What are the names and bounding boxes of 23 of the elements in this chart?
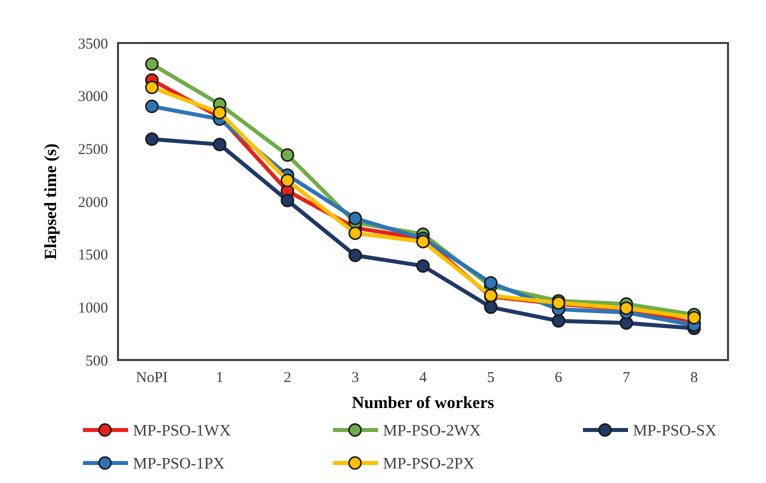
x-tick-label: 3 <box>351 370 359 386</box>
x-tick-label: 5 <box>487 370 495 386</box>
x-tick-label: 4 <box>419 370 428 386</box>
x-tick-label: 1 <box>216 370 224 386</box>
y-axis-title: Elapsed time (s) <box>41 143 60 260</box>
x-tick-label: 6 <box>554 370 563 386</box>
x-tick-label: 7 <box>622 370 631 386</box>
legend-label: MP-PSO-1PX <box>133 456 226 473</box>
y-tick-label: 500 <box>86 353 108 370</box>
y-tick-label: 2500 <box>78 142 108 158</box>
legend-label: MP-PSO-2WX <box>383 422 482 440</box>
legend-label: MP-PSO-2PX <box>383 456 476 473</box>
y-tick-label: 2000 <box>78 194 108 211</box>
y-tick-label: 1500 <box>78 248 108 264</box>
x-axis-title: Number of workers <box>352 393 495 412</box>
legend-label: MP-PSO-1WX <box>133 422 232 440</box>
y-tick-label: 1000 <box>78 300 108 316</box>
y-tick-label: 3000 <box>78 89 108 106</box>
x-tick-label: 2 <box>284 370 292 386</box>
x-tick-label: 8 <box>690 370 698 386</box>
x-tick-label: NoPI <box>136 370 168 386</box>
legend-label: MP-PSO-SX <box>633 422 718 440</box>
y-tick-label: 3500 <box>78 36 108 52</box>
